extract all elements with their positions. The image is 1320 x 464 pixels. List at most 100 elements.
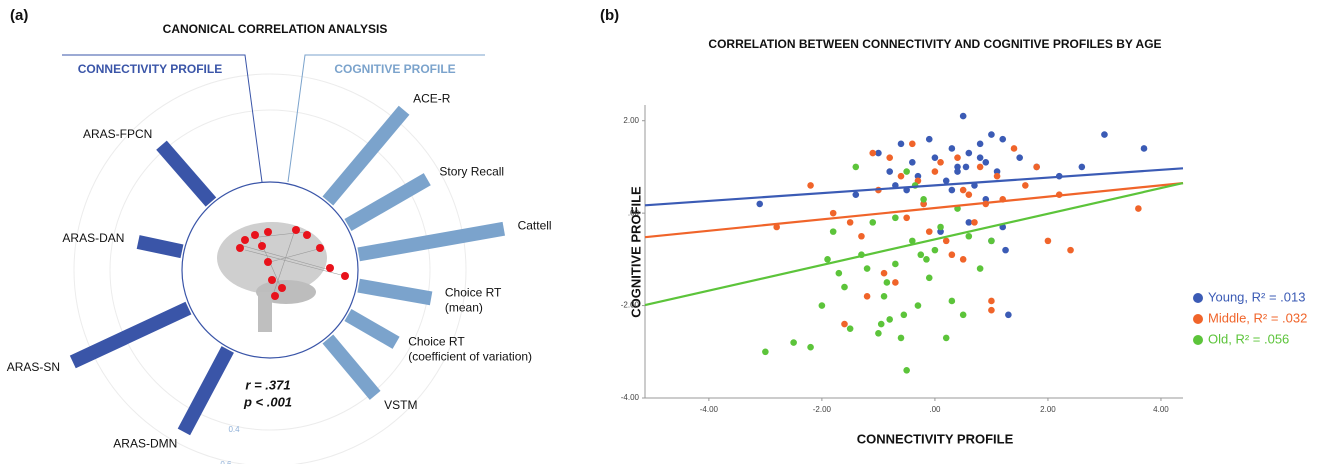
x-tick-label: .00 bbox=[929, 405, 941, 414]
bar bbox=[177, 346, 234, 436]
point bbox=[942, 237, 950, 245]
point bbox=[1016, 154, 1023, 161]
point bbox=[892, 260, 899, 268]
y-tick-label: -4.00 bbox=[621, 393, 640, 402]
point bbox=[920, 195, 927, 203]
panel-label: (a) bbox=[10, 7, 28, 24]
point bbox=[824, 256, 831, 263]
category-label: Story Recall bbox=[439, 164, 504, 178]
point bbox=[988, 297, 995, 305]
point bbox=[852, 163, 860, 171]
point bbox=[962, 163, 970, 171]
point bbox=[1140, 145, 1148, 152]
point bbox=[829, 209, 837, 217]
point bbox=[925, 228, 933, 235]
category-label: ARAS-FPCN bbox=[83, 127, 152, 141]
point bbox=[948, 297, 956, 305]
point bbox=[818, 302, 826, 309]
point bbox=[965, 191, 973, 198]
category-label: Choice RT (mean) bbox=[445, 286, 502, 315]
point bbox=[917, 251, 925, 259]
point bbox=[954, 168, 961, 175]
point bbox=[1135, 205, 1142, 212]
legend-marker bbox=[1193, 314, 1203, 324]
fit-line bbox=[644, 182, 1184, 307]
y-tick-label: 2.00 bbox=[623, 116, 639, 125]
point bbox=[954, 154, 961, 161]
bar bbox=[156, 140, 217, 207]
radial-bars: ARAS-FPCN ARAS-DAN ARAS-SN ARAS-DMN ACE-R Sto… bbox=[7, 92, 552, 451]
point bbox=[942, 334, 950, 342]
point bbox=[892, 214, 899, 222]
point bbox=[897, 172, 905, 180]
chart-title: CANONICAL CORRELATION ANALYSIS bbox=[163, 22, 388, 36]
point bbox=[1033, 163, 1040, 171]
point bbox=[948, 145, 956, 152]
point bbox=[863, 265, 871, 272]
point bbox=[923, 256, 930, 263]
legend-label: Middle, R² = .032 bbox=[1208, 310, 1307, 325]
annotation: p < .001 bbox=[243, 394, 292, 409]
point bbox=[959, 311, 967, 319]
point bbox=[937, 159, 944, 166]
bar bbox=[322, 105, 410, 206]
fit-line bbox=[644, 182, 1184, 239]
point bbox=[858, 232, 865, 240]
point bbox=[909, 237, 916, 245]
point bbox=[959, 256, 967, 263]
point bbox=[988, 306, 995, 314]
point bbox=[863, 293, 871, 300]
point bbox=[829, 228, 837, 235]
r-tick-label: 0.6 bbox=[220, 460, 232, 464]
point bbox=[903, 214, 910, 222]
scatter-plot: -4.00 -2.00 .00 2.00 4.00 2.00 .00 -2.00 -4.00 Yo… bbox=[621, 105, 1307, 414]
point bbox=[942, 177, 950, 185]
point bbox=[993, 172, 1001, 180]
point bbox=[971, 219, 978, 226]
category-label: Choice RT (coefficient of variation) bbox=[408, 334, 532, 363]
point bbox=[993, 168, 1001, 175]
point bbox=[982, 195, 990, 203]
panel-label: (b) bbox=[600, 7, 619, 24]
point bbox=[948, 186, 956, 194]
point bbox=[925, 274, 933, 282]
y-tick-label: .00 bbox=[628, 208, 640, 217]
point bbox=[1078, 163, 1086, 171]
point bbox=[988, 237, 995, 245]
x-axis-label: CONNECTIVITY PROFILE bbox=[857, 431, 1014, 446]
point bbox=[762, 348, 769, 356]
point bbox=[880, 269, 888, 277]
point bbox=[875, 149, 882, 157]
category-label: VSTM bbox=[384, 398, 417, 412]
point bbox=[976, 163, 984, 171]
point bbox=[965, 149, 973, 157]
point bbox=[976, 265, 984, 272]
r-tick-label: 0.4 bbox=[228, 425, 240, 434]
legend-marker bbox=[1193, 335, 1203, 345]
bracket bbox=[62, 54, 263, 183]
category-label: ACE-R bbox=[413, 92, 451, 106]
category-label: ARAS-DAN bbox=[62, 231, 124, 245]
legend-label: Young, R² = .013 bbox=[1208, 289, 1305, 304]
point bbox=[1044, 237, 1052, 245]
point bbox=[954, 163, 961, 171]
point bbox=[965, 232, 973, 240]
bar bbox=[136, 235, 184, 259]
point bbox=[880, 293, 888, 300]
point bbox=[982, 159, 990, 166]
point bbox=[886, 168, 893, 175]
point bbox=[931, 246, 939, 254]
point bbox=[903, 168, 910, 175]
point bbox=[773, 223, 780, 231]
point bbox=[790, 339, 797, 346]
point bbox=[892, 279, 899, 286]
point bbox=[846, 219, 854, 226]
bar bbox=[344, 173, 431, 232]
point bbox=[897, 334, 905, 342]
group-label: COGNITIVE PROFILE bbox=[334, 62, 455, 76]
x-tick-label: -2.00 bbox=[813, 405, 832, 414]
point bbox=[937, 228, 944, 235]
point bbox=[846, 325, 854, 332]
point bbox=[1005, 311, 1012, 319]
